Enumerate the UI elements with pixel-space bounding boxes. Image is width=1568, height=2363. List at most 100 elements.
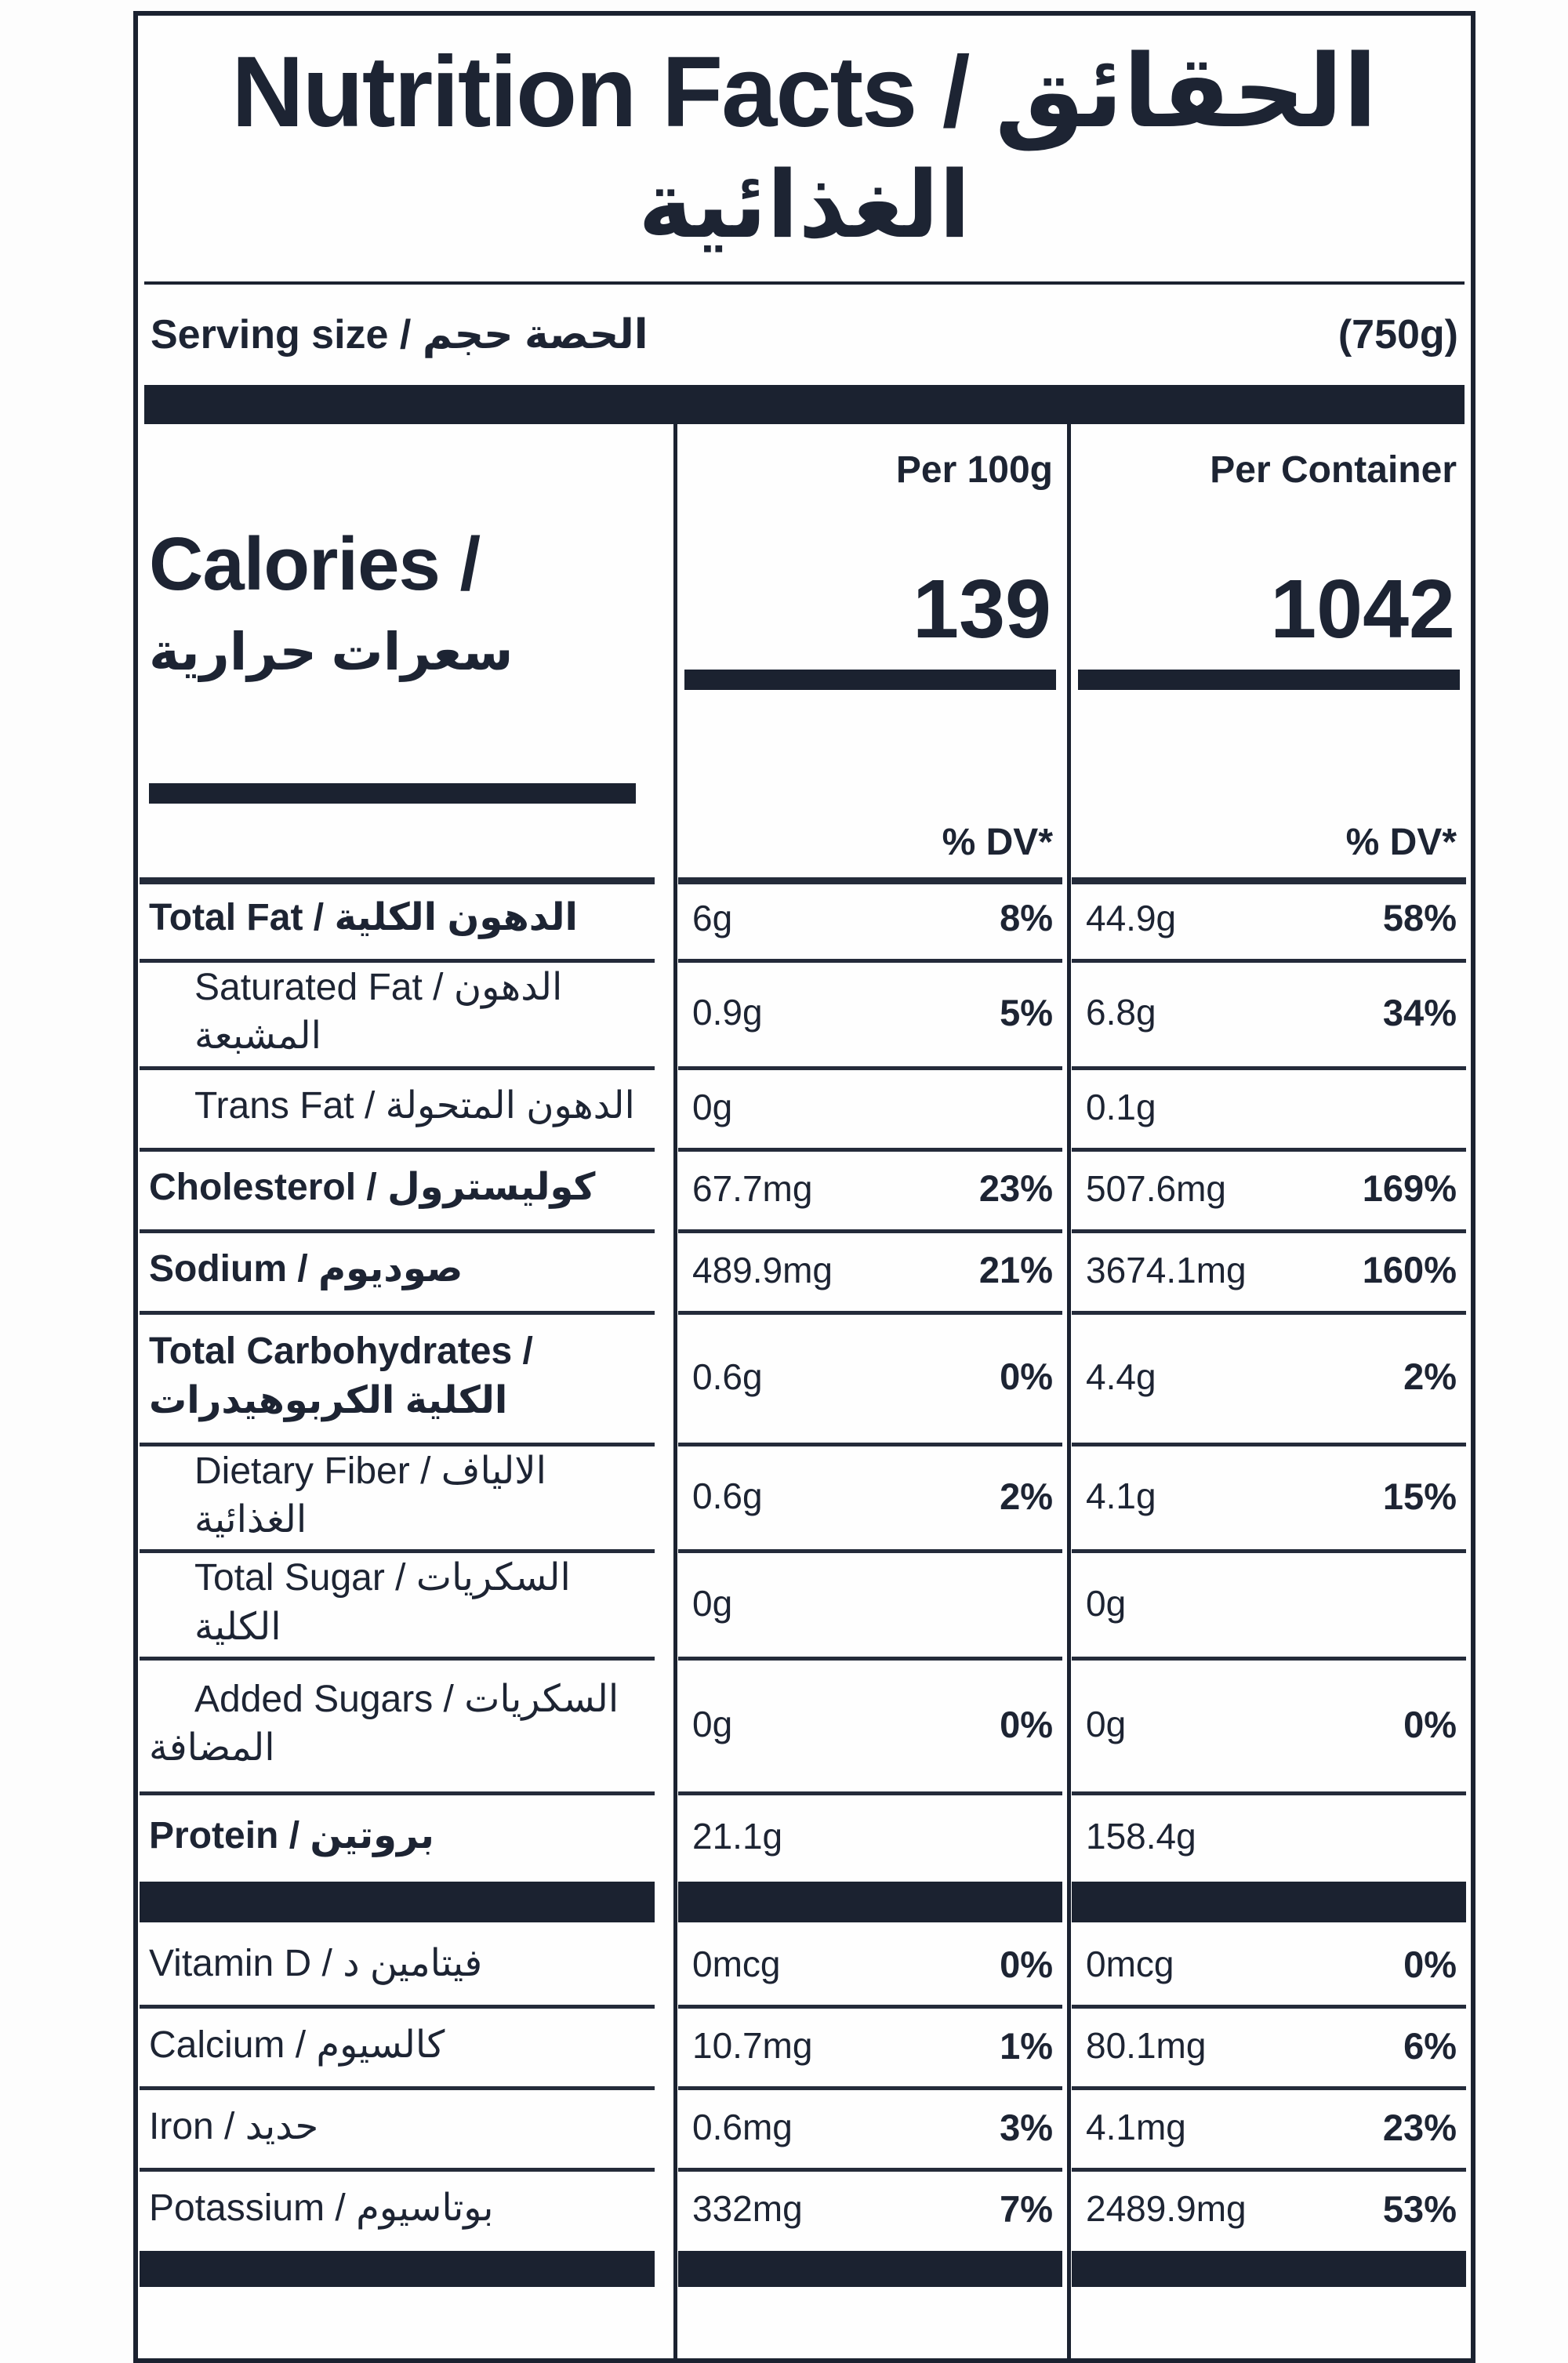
- bottom-bar: [678, 2251, 1062, 2288]
- nutrient-label: Vitamin D / فيتامين د: [149, 1943, 483, 1984]
- vitamin-rows: Vitamin D / فيتامين د 0mcg 0% 0mcg 0% Ca…: [138, 1923, 1471, 2249]
- dv-per-100g: 7%: [1000, 2187, 1053, 2230]
- row-protein: Protein / بروتين 21.1g 158.4g: [138, 1791, 1471, 1881]
- dv-per-100g: 3%: [1000, 2106, 1053, 2148]
- row-iron: Iron / حديد 0.6mg 3% 4.1mg 23%: [138, 2086, 1471, 2168]
- calories-underline: [149, 782, 636, 804]
- dv-header-row: % DV* % DV*: [138, 808, 1471, 877]
- column-divider-line-1: [673, 423, 677, 2358]
- nutrient-label: Calcium / كالسيوم: [149, 2024, 445, 2066]
- dv-per-container: 6%: [1403, 2024, 1457, 2067]
- facts-table: Per 100g Per Container Calories / سعرات …: [138, 423, 1471, 2358]
- amount-per-100g: 332mg: [692, 2188, 803, 2230]
- dv-per-container: 15%: [1382, 1475, 1457, 1517]
- per-100g-header: Per 100g: [895, 449, 1053, 492]
- section-divider-bar: [678, 1882, 1062, 1923]
- dv-per-100g: 21%: [978, 1249, 1053, 1291]
- nutrition-label: Nutrition Facts / الحقائق الغذائية Servi…: [133, 11, 1475, 2363]
- row-sodium: Sodium / صوديوم 489.9mg 21% 3674.1mg 160…: [138, 1229, 1471, 1311]
- amount-per-100g: 21.1g: [692, 1816, 783, 1857]
- amount-per-100g: 0g: [692, 1086, 733, 1127]
- amount-per-100g: 0g: [692, 1704, 733, 1745]
- per-container-header: Per Container: [1210, 449, 1457, 492]
- calories-row: Calories / سعرات حرارية 139 1042: [138, 517, 1471, 808]
- amount-per-100g: 6g: [692, 897, 733, 938]
- section-divider-bar: [140, 1882, 655, 1923]
- amount-per-container: 6.8g: [1086, 992, 1156, 1033]
- nutrient-label: Cholesterol / كوليسترول: [149, 1167, 596, 1209]
- calories-per-container-value: 1042: [1270, 562, 1455, 655]
- label-title: Nutrition Facts / الحقائق الغذائية: [138, 16, 1471, 281]
- dv-per-100g: 23%: [978, 1167, 1053, 1210]
- row-trans-fat: Trans Fat / الدهون المتحولة 0g 0.1g: [138, 1065, 1471, 1148]
- calories-label-en: Calories /: [149, 521, 481, 606]
- section-divider-row: [138, 1881, 1471, 1923]
- amount-per-container: 2489.9mg: [1086, 2188, 1247, 2230]
- dv-header-per-100g: % DV*: [942, 822, 1053, 864]
- amount-per-container: 4.1mg: [1086, 2107, 1186, 2148]
- amount-per-100g: 0.6g: [692, 1356, 763, 1397]
- nutrient-label: Total Sugar / السكريات الكلية: [194, 1557, 571, 1648]
- dv-per-container: 0%: [1403, 1703, 1457, 1745]
- amount-per-100g: 0.6mg: [692, 2107, 793, 2148]
- row-saturated-fat: Saturated Fat / الدهون المشبعة 0.9g 5% 6…: [138, 958, 1471, 1066]
- dv-per-container: 53%: [1382, 2187, 1457, 2230]
- nutrient-label: Total Fat / الدهون الكلية: [149, 896, 579, 938]
- dv-per-container: 160%: [1362, 1249, 1457, 1291]
- amount-per-100g: 489.9mg: [692, 1249, 833, 1290]
- nutrient-label: Iron / حديد: [149, 2106, 319, 2147]
- row-vitamin-d: Vitamin D / فيتامين د 0mcg 0% 0mcg 0%: [138, 1923, 1471, 2005]
- dv-per-container: 2%: [1403, 1356, 1457, 1398]
- row-potassium: Potassium / بوتاسيوم 332mg 7% 2489.9mg 5…: [138, 2168, 1471, 2249]
- nutrient-label: Saturated Fat / الدهون المشبعة: [194, 966, 563, 1058]
- amount-per-container: 44.9g: [1086, 897, 1177, 938]
- amount-per-100g: 0.9g: [692, 992, 763, 1033]
- nutrient-label: Sodium / صوديوم: [149, 1248, 463, 1290]
- amount-per-container: 4.1g: [1086, 1476, 1156, 1517]
- amount-per-container: 0.1g: [1086, 1086, 1156, 1127]
- row-total-carbohydrates: Total Carbohydrates / الكلية الكربوهيدرات…: [138, 1310, 1471, 1443]
- row-total-sugar: Total Sugar / السكريات الكلية 0g 0g: [138, 1549, 1471, 1657]
- title-divider: [144, 281, 1465, 285]
- amount-per-container: 158.4g: [1086, 1816, 1196, 1857]
- calories-per-container-underline: [1078, 669, 1460, 690]
- dv-per-100g: 1%: [1000, 2024, 1053, 2067]
- bottom-bar: [1072, 2251, 1466, 2288]
- amount-per-100g: 0mcg: [692, 1944, 781, 1985]
- nutrient-label: Potassium / بوتاسيوم: [149, 2187, 494, 2229]
- dv-per-100g: 2%: [1000, 1475, 1053, 1517]
- amount-per-container: 0g: [1086, 1582, 1127, 1624]
- nutrient-label: Protein / بروتين: [149, 1815, 434, 1857]
- dv-header-per-container: % DV*: [1345, 822, 1457, 864]
- amount-per-container: 3674.1mg: [1086, 1249, 1247, 1290]
- dv-per-100g: 0%: [1000, 1943, 1053, 1985]
- amount-per-100g: 0.6g: [692, 1476, 763, 1517]
- nutrient-rows: Total Fat / الدهون الكلية 6g 8% 44.9g 58…: [138, 877, 1471, 1881]
- column-divider-line-2: [1067, 423, 1071, 2358]
- serving-size-row: Serving size / الحصة حجم (750g): [138, 285, 1471, 385]
- dv-per-100g: 5%: [1000, 991, 1053, 1033]
- dv-per-100g: 0%: [1000, 1356, 1053, 1398]
- row-cholesterol: Cholesterol / كوليسترول 67.7mg 23% 507.6…: [138, 1147, 1471, 1229]
- bottom-bar: [140, 2251, 655, 2288]
- serving-size-label: Serving size / الحصة حجم: [151, 311, 648, 358]
- dv-per-100g: 0%: [1000, 1703, 1053, 1745]
- column-header-row: Per 100g Per Container: [138, 424, 1471, 517]
- dv-per-container: 34%: [1382, 991, 1457, 1033]
- serving-divider-bar: [144, 384, 1465, 424]
- section-divider-bar: [1072, 1882, 1466, 1923]
- calories-per-100g-underline: [684, 669, 1056, 690]
- title-line-1: Nutrition Facts / الحقائق: [231, 36, 1379, 148]
- row-total-fat: Total Fat / الدهون الكلية 6g 8% 44.9g 58…: [138, 877, 1471, 959]
- amount-per-container: 507.6mg: [1086, 1167, 1227, 1209]
- serving-size-value: (750g): [1338, 311, 1458, 358]
- title-line-2: الغذائية: [637, 154, 971, 258]
- nutrient-label: Trans Fat / الدهون المتحولة: [194, 1085, 635, 1127]
- amount-per-container: 0g: [1086, 1704, 1127, 1745]
- row-calcium: Calcium / كالسيوم 10.7mg 1% 80.1mg 6%: [138, 2005, 1471, 2086]
- page-root: { "colors":{"ink":"#1d2433","bar":"#1b22…: [133, 11, 1475, 2363]
- amount-per-100g: 67.7mg: [692, 1167, 813, 1209]
- dv-per-100g: 8%: [1000, 897, 1053, 939]
- nutrient-label: Added Sugars / السكريات المضافة: [149, 1678, 619, 1770]
- nutrient-label: Dietary Fiber / الالياف الغذائية: [194, 1450, 546, 1541]
